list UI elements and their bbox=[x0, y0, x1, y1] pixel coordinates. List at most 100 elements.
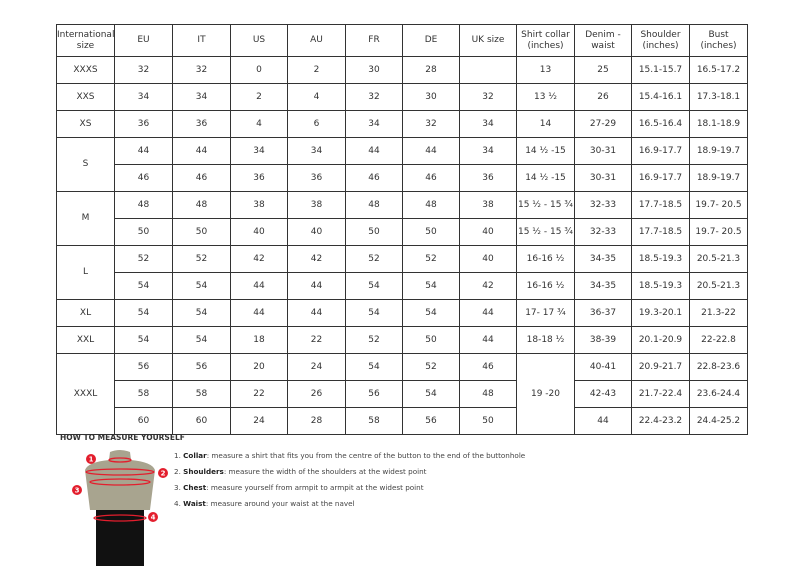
table-cell: 48 bbox=[459, 380, 517, 408]
table-cell: 54 bbox=[402, 299, 460, 327]
table-cell: 48 bbox=[172, 191, 231, 219]
table-cell: 56 bbox=[172, 353, 231, 381]
table-cell: 36 bbox=[459, 164, 517, 192]
table-cell: 15 ½ - 15 ¾ bbox=[516, 218, 575, 246]
table-cell bbox=[459, 56, 517, 84]
table-cell: 56 bbox=[345, 380, 403, 408]
table-cell: 21.3-22 bbox=[689, 299, 748, 327]
svg-text:1: 1 bbox=[89, 456, 94, 464]
table-cell: 30 bbox=[402, 83, 460, 111]
table-cell: 22-22.8 bbox=[689, 326, 748, 354]
table-cell: 4 bbox=[230, 110, 288, 138]
table-cell: 28 bbox=[402, 56, 460, 84]
table-row: XXL 54 54 18 22 52 50 44 18-18 ½ 38-39 20.1-20.9 22… bbox=[56, 326, 748, 354]
table-cell: 22 bbox=[287, 326, 346, 354]
table-cell: 38 bbox=[459, 191, 517, 219]
table-cell: 4 bbox=[287, 83, 346, 111]
measure-step: 4. Waist: measure around your waist at t… bbox=[174, 499, 525, 515]
table-row: L 52 52 42 42 52 52 40 16-16 ½ 34-35 18.5-19.3 20.5… bbox=[56, 245, 748, 300]
table-cell: 44 bbox=[287, 299, 346, 327]
table-cell: 34-35 bbox=[574, 272, 632, 300]
table-cell: 13 bbox=[516, 56, 575, 84]
step-term: Waist bbox=[183, 499, 206, 508]
table-row: XXXS 32 32 0 2 30 28 13 25 15.1-15.7 16.5-17.2 bbox=[56, 56, 748, 84]
column-header: DE bbox=[402, 24, 460, 57]
table-cell: 40 bbox=[459, 218, 517, 246]
table-cell: 34 bbox=[459, 137, 517, 165]
measure-steps: 1. Collar: measure a shirt that fits you… bbox=[174, 451, 525, 515]
measure-step: 1. Collar: measure a shirt that fits you… bbox=[174, 451, 525, 467]
table-cell: 18.9-19.7 bbox=[689, 137, 748, 165]
table-cell: 54 bbox=[172, 326, 231, 354]
table-cell: 58 bbox=[345, 407, 403, 435]
table-row: M 48 48 38 38 48 48 38 15 ½ - 15 ¾ 32-33 17.7-18.5… bbox=[56, 191, 748, 246]
table-cell: 32 bbox=[345, 83, 403, 111]
table-cell: 2 bbox=[287, 56, 346, 84]
table-cell: 16.5-16.4 bbox=[631, 110, 690, 138]
table-cell: 19.7- 20.5 bbox=[689, 218, 748, 246]
table-row: XXXL 56 56 20 24 54 52 46 19 -20 40-41 20.9-21.7 22… bbox=[56, 353, 748, 435]
table-cell: 17- 17 ¾ bbox=[516, 299, 575, 327]
table-cell: 54 bbox=[172, 272, 231, 300]
table-cell: 17.3-18.1 bbox=[689, 83, 748, 111]
table-cell: 40 bbox=[287, 218, 346, 246]
table-cell: 50 bbox=[402, 218, 460, 246]
table-cell: 32-33 bbox=[574, 191, 632, 219]
column-header: EU bbox=[114, 24, 173, 57]
table-cell: 44 bbox=[345, 137, 403, 165]
table-row: XS 36 36 4 6 34 32 34 14 27-29 16.5-16.4 18.1-18.9 bbox=[56, 110, 748, 138]
step-number: 1. bbox=[174, 451, 181, 460]
table-row: XL 54 54 44 44 54 54 44 17- 17 ¾ 36-37 19.3-20.1 21… bbox=[56, 299, 748, 327]
table-cell: 16.9-17.7 bbox=[631, 164, 690, 192]
table-cell: 0 bbox=[230, 56, 288, 84]
table-cell: 44 bbox=[459, 326, 517, 354]
table-cell: 36 bbox=[114, 110, 173, 138]
step-text: : measure yourself from armpit to armpit… bbox=[206, 483, 424, 492]
table-cell: 17.7-18.5 bbox=[631, 218, 690, 246]
table-cell: 16.5-17.2 bbox=[689, 56, 748, 84]
table-cell: 20.5-21.3 bbox=[689, 245, 748, 273]
table-row: 60 60 24 28 58 56 50 44 22.4-23.2 24.4-25.2 bbox=[57, 407, 748, 435]
table-cell: 21.7-22.4 bbox=[631, 380, 690, 408]
table-cell: 25 bbox=[574, 56, 632, 84]
table-cell: 54 bbox=[402, 380, 460, 408]
table-cell: 40 bbox=[230, 218, 288, 246]
table-cell: 27-29 bbox=[574, 110, 632, 138]
table-cell: 54 bbox=[345, 272, 403, 300]
intl-size-cell: XS bbox=[56, 110, 115, 138]
table-cell: 32-33 bbox=[574, 218, 632, 246]
table-cell: 38-39 bbox=[574, 326, 632, 354]
table-cell: 46 bbox=[459, 353, 517, 381]
table-cell: 20.1-20.9 bbox=[631, 326, 690, 354]
table-cell: 44 bbox=[230, 299, 288, 327]
intl-size-cell: XXXL bbox=[56, 353, 115, 435]
marker-1: 1 bbox=[86, 454, 96, 464]
table-cell: 24 bbox=[230, 407, 288, 435]
step-number: 4. bbox=[174, 499, 181, 508]
column-header: FR bbox=[345, 24, 403, 57]
table-cell: 48 bbox=[345, 191, 403, 219]
table-cell: 32 bbox=[459, 83, 517, 111]
table-cell: 30-31 bbox=[574, 164, 632, 192]
table-cell: 15.1-15.7 bbox=[631, 56, 690, 84]
table-row: 54 54 44 44 54 54 42 16-16 ½ 34-35 18.5-19.3 20.5-… bbox=[57, 272, 748, 300]
table-cell: 20.9-21.7 bbox=[631, 353, 690, 381]
table-cell: 58 bbox=[114, 380, 173, 408]
table-cell: 46 bbox=[114, 164, 173, 192]
table-cell: 32 bbox=[172, 56, 231, 84]
table-cell: 44 bbox=[287, 272, 346, 300]
table-cell: 36-37 bbox=[574, 299, 632, 327]
collar-merged-cell: 19 -20 bbox=[516, 353, 575, 435]
table-cell: 18.1-18.9 bbox=[689, 110, 748, 138]
column-header: Shirt collar (inches) bbox=[516, 24, 575, 57]
intl-size-cell: M bbox=[56, 191, 115, 246]
table-cell: 18.5-19.3 bbox=[631, 272, 690, 300]
step-text: : measure a shirt that fits you from the… bbox=[206, 451, 526, 460]
table-cell: 42-43 bbox=[574, 380, 632, 408]
table-cell: 52 bbox=[345, 245, 403, 273]
step-text: : measure around your waist at the navel bbox=[205, 499, 355, 508]
svg-text:4: 4 bbox=[151, 514, 156, 522]
table-cell: 56 bbox=[402, 407, 460, 435]
table-cell: 36 bbox=[230, 164, 288, 192]
table-row: S 44 44 34 34 44 44 34 14 ½ -15 30-31 16.9-17.7 18.… bbox=[56, 137, 748, 192]
